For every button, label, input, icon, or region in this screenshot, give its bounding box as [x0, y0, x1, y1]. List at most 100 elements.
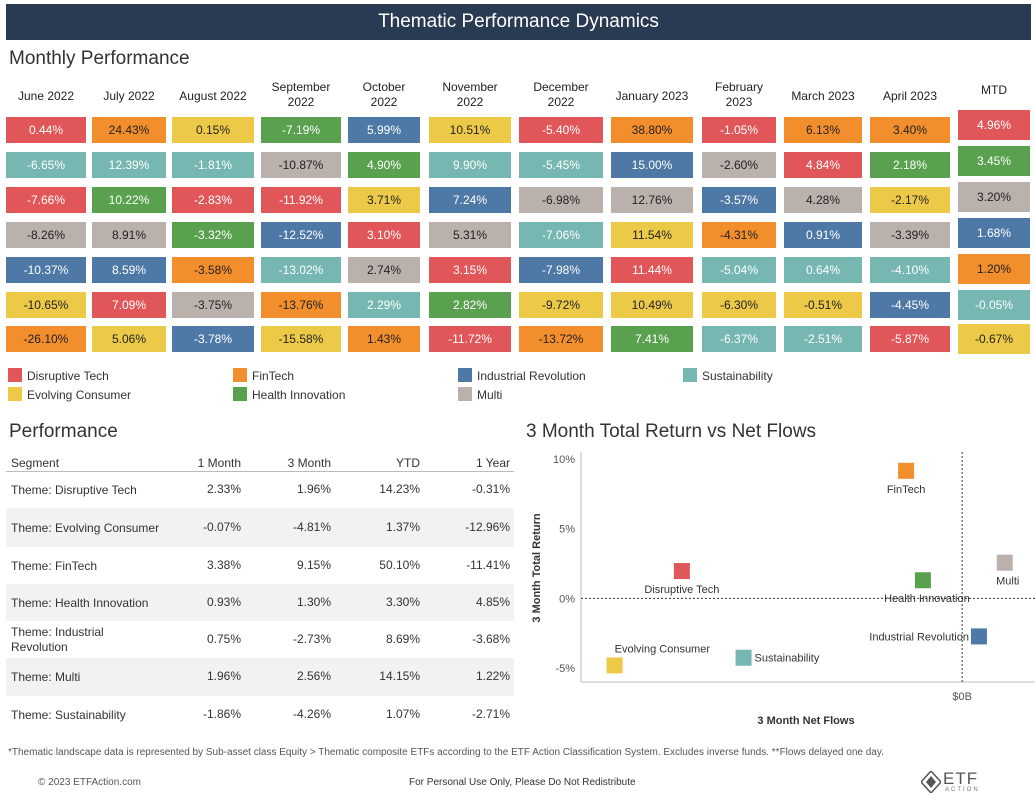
performance-cell: -3.75% [172, 292, 254, 318]
legend-swatch [8, 368, 22, 382]
performance-cell: 3.40% [870, 117, 950, 143]
performance-cell: -10.65% [6, 292, 86, 318]
return-value: 1.30% [296, 594, 331, 609]
performance-cell: -7.66% [6, 187, 86, 213]
point-label: FinTech [887, 484, 926, 496]
x-axis-label: 3 Month Net Flows [757, 715, 854, 727]
legend-swatch [683, 368, 697, 382]
performance-cell: -3.32% [172, 222, 254, 248]
return-value: 50.10% [379, 557, 420, 572]
return-value: -2.73% [292, 631, 331, 646]
performance-cell: -6.37% [702, 326, 776, 352]
segment-name: Theme: Industrial Revolution [11, 624, 104, 654]
performance-cell: -11.72% [429, 326, 511, 352]
monthly-performance-title: Monthly Performance [9, 48, 190, 69]
segment-name: Theme: Disruptive Tech [11, 483, 137, 497]
performance-title: Performance [9, 421, 118, 442]
performance-cell: 8.59% [92, 257, 166, 283]
legend-label: Industrial Revolution [477, 369, 586, 383]
return-value: 1.37% [385, 519, 420, 534]
legend-label: Health Innovation [252, 388, 346, 402]
y-tick-label: -5% [555, 663, 575, 675]
performance-cell: -7.98% [519, 257, 603, 283]
performance-cell: 2.18% [870, 152, 950, 178]
point-label: Evolving Consumer [615, 643, 711, 655]
copyright: © 2023 ETFAction.com [38, 777, 141, 788]
table-header-cell: 3 Month [287, 456, 331, 470]
legend-label: FinTech [252, 369, 295, 383]
performance-cell: 5.99% [348, 117, 420, 143]
performance-cell: -4.31% [702, 222, 776, 248]
return-value: 2.56% [296, 669, 331, 683]
table-header-cell: 1 Month [197, 456, 241, 470]
month-header: September 2022 [271, 80, 331, 109]
return-value: -0.31% [471, 482, 510, 496]
return-value: 0.93% [206, 594, 241, 609]
performance-cell: 4.28% [784, 187, 862, 213]
return-value: -11.41% [466, 557, 510, 572]
performance-cell: 12.39% [92, 152, 166, 178]
performance-cell: 10.22% [92, 187, 166, 213]
return-value: 0.75% [206, 631, 241, 646]
table-row: Theme: FinTech 3.38% 9.15% 50.10% -11.41% [6, 547, 514, 584]
month-header: April 2023 [882, 89, 938, 103]
performance-cell: -6.65% [6, 152, 86, 178]
performance-cell: 4.96% [958, 110, 1030, 140]
performance-cell: 11.54% [611, 222, 693, 248]
table-row: Theme: Health Innovation 0.93% 1.30% 3.30% 4… [6, 584, 514, 621]
month-header: November 2022 [442, 80, 498, 109]
return-value: 3.30% [385, 594, 420, 609]
performance-cell: 3.45% [958, 146, 1030, 176]
performance-cell: -5.87% [870, 326, 950, 352]
month-header: October 2022 [362, 80, 406, 109]
header-bar: Thematic Performance Dynamics [6, 4, 1031, 40]
monthly-performance-grid: June 2022 July 2022 August 2022 September 20… [0, 0, 1035, 360]
month-header: December 2022 [533, 80, 589, 109]
performance-cell: -13.72% [519, 326, 603, 352]
legend-swatch [233, 368, 247, 382]
return-value: 1.96% [296, 482, 331, 496]
performance-cell: 4.90% [348, 152, 420, 178]
performance-cell: -5.04% [702, 257, 776, 283]
month-header: March 2023 [791, 89, 855, 103]
performance-cell: -6.98% [519, 187, 603, 213]
y-tick-label: 10% [553, 454, 575, 466]
return-value: -4.81% [292, 519, 331, 534]
performance-cell: 12.76% [611, 187, 693, 213]
point-label: Sustainability [755, 653, 820, 665]
scatter-point [606, 657, 623, 674]
performance-cell: 15.00% [611, 152, 693, 178]
performance-cell: -13.76% [261, 292, 341, 318]
performance-cell: -6.30% [702, 292, 776, 318]
etf-logo-icon [921, 771, 941, 793]
return-value: 1.07% [385, 706, 420, 721]
performance-cell: 24.43% [92, 117, 166, 143]
legend-swatch [458, 368, 472, 382]
performance-cell: -8.26% [6, 222, 86, 248]
performance-cell: -0.05% [958, 290, 1030, 320]
legend-swatch [458, 387, 472, 401]
performance-cell: -1.05% [702, 117, 776, 143]
performance-cell: 1.20% [958, 254, 1030, 284]
return-value: -1.86% [202, 706, 241, 721]
point-label: Health Innovation [884, 593, 970, 605]
month-header: February 2023 [714, 80, 764, 109]
y-tick-label: 0% [559, 593, 575, 605]
point-label: Industrial Revolution [869, 631, 969, 643]
table-header-cell: YTD [396, 456, 420, 470]
legend-label: Multi [477, 388, 503, 402]
point-label: Multi [996, 576, 1019, 588]
performance-cell: -10.37% [6, 257, 86, 283]
scatter-point [735, 649, 752, 666]
performance-cell: 2.74% [348, 257, 420, 283]
legend-swatch [233, 387, 247, 401]
performance-cell: 3.15% [429, 257, 511, 283]
performance-cell: 3.20% [958, 182, 1030, 212]
return-value: -2.71% [471, 706, 510, 721]
performance-cell: -3.57% [702, 187, 776, 213]
performance-cell: 8.91% [92, 222, 166, 248]
y-tick-label: 5% [559, 524, 575, 536]
performance-cell: -3.78% [172, 326, 254, 352]
performance-cell: -5.45% [519, 152, 603, 178]
performance-cell: -9.72% [519, 292, 603, 318]
